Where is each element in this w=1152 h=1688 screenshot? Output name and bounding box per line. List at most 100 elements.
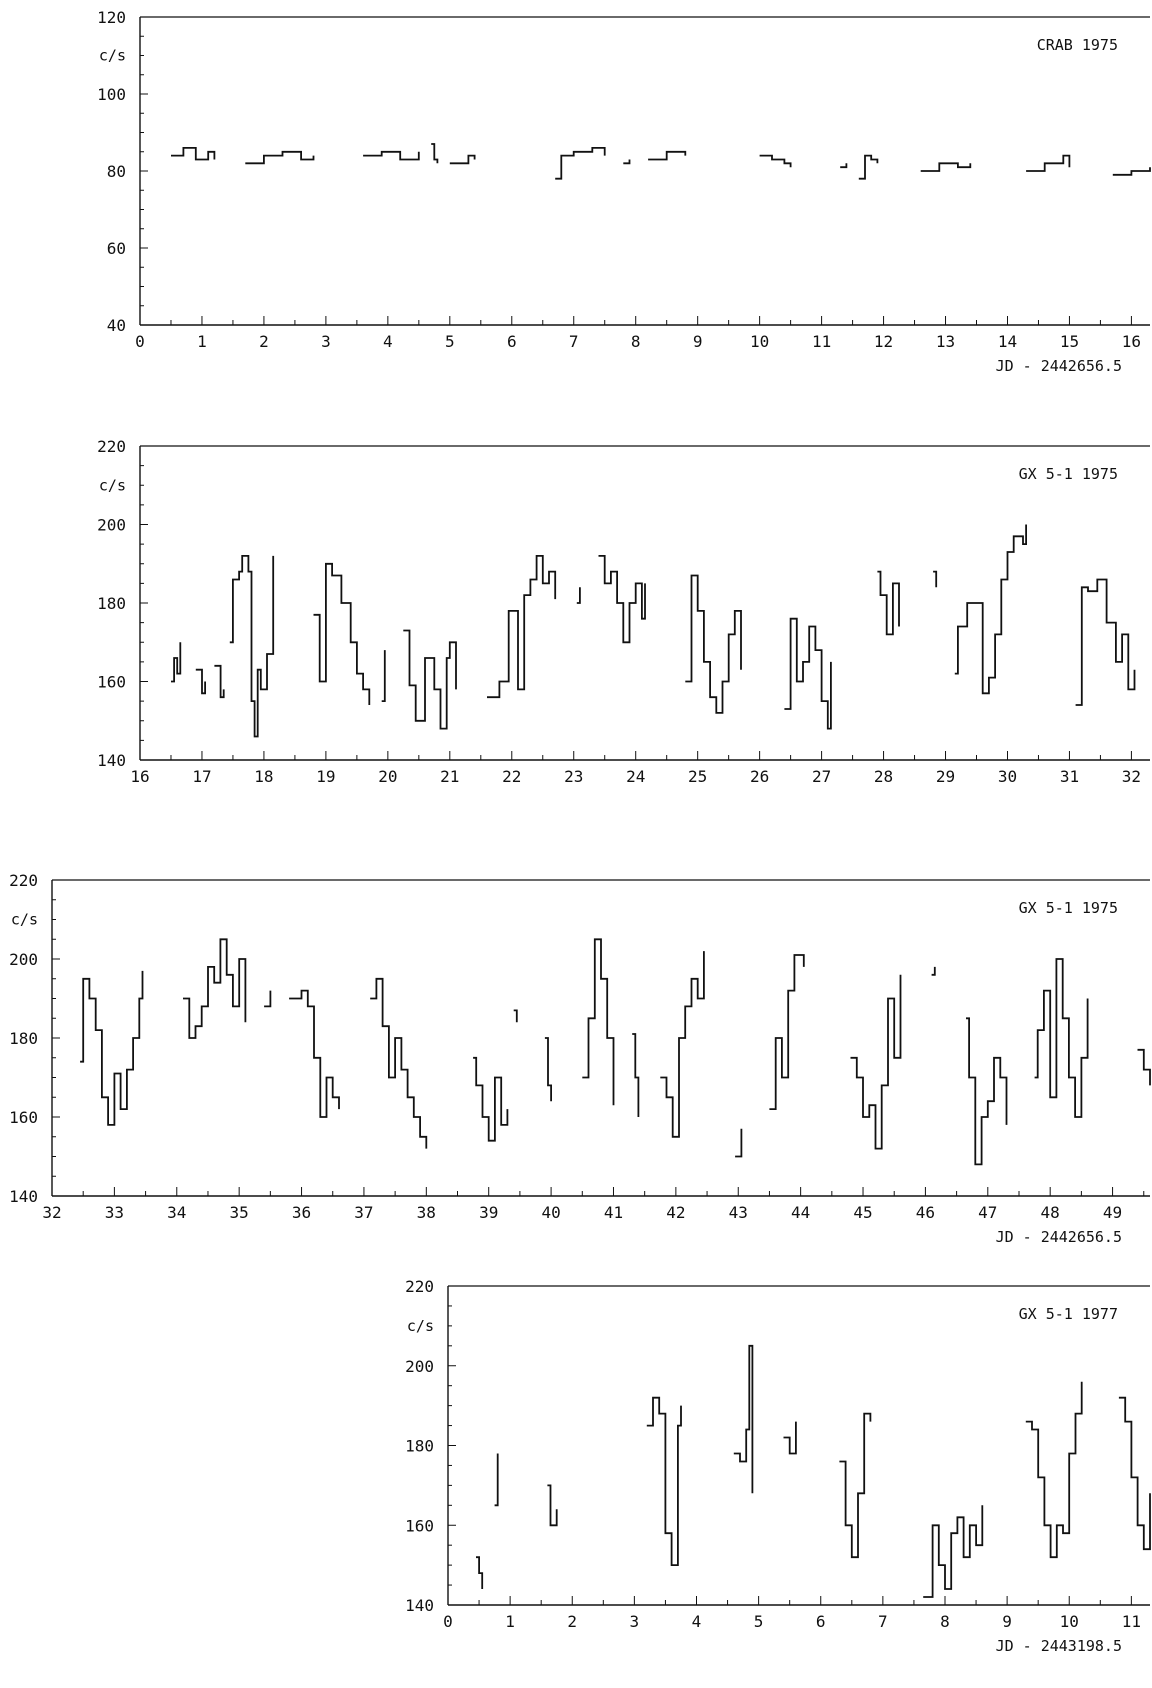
chart-3-x-tick-label: 36: [292, 1203, 311, 1222]
chart-1-x-tick-label: 7: [569, 332, 579, 351]
chart-4-x-tick-label: 8: [940, 1612, 950, 1631]
chart-4-x-tick-label: 10: [1060, 1612, 1079, 1631]
chart-4-series-segment-8: [923, 1505, 984, 1598]
chart-2-series-segment-13: [877, 570, 900, 636]
chart-4-x-tick-label: 4: [692, 1612, 702, 1631]
chart-4-x-tick-label: 6: [816, 1612, 826, 1631]
chart-2-x-tick-label: 25: [688, 767, 707, 786]
chart-1-y-tick-label: 100: [97, 85, 126, 104]
chart-2-y-tick-label: 180: [97, 594, 126, 613]
chart-2-series-segment-9: [576, 587, 581, 604]
chart-1-series-segment-10: [840, 163, 848, 169]
chart-1-x-tick-label: 8: [631, 332, 641, 351]
chart-4-x-axis-label: JD - 2443198.5: [996, 1637, 1122, 1655]
chart-3-y-tick-label: 140: [9, 1187, 38, 1206]
chart-3-series-segment-14: [850, 974, 902, 1150]
chart-2-y-tick-label: 220: [97, 437, 126, 456]
chart-1-x-tick-label: 10: [750, 332, 769, 351]
chart-1-x-tick-label: 3: [321, 332, 331, 351]
chart-1-series-segment-3: [363, 150, 420, 161]
chart-1-series-segment-2: [245, 150, 315, 165]
chart-2-x-tick-label: 18: [254, 767, 273, 786]
chart-3-x-tick-label: 39: [479, 1203, 498, 1222]
chart-3-x-tick-label: 32: [42, 1203, 61, 1222]
chart-2-x-tick-label: 16: [130, 767, 149, 786]
chart-2-y-tick-label: 200: [97, 516, 126, 535]
chart-2-x-tick-label: 17: [192, 767, 211, 786]
chart-4-x-tick-label: 1: [505, 1612, 515, 1631]
chart-3-x-tick-label: 49: [1103, 1203, 1122, 1222]
chart-2-x-tick-label: 29: [936, 767, 955, 786]
chart-1-y-tick-label: 80: [107, 162, 126, 181]
chart-2-x-tick-label: 19: [316, 767, 335, 786]
chart-4-series-segment-10: [1118, 1396, 1151, 1551]
chart-2-series-segment-1: [171, 642, 182, 683]
chart-4-series-segment-2: [494, 1453, 499, 1507]
chart-3-x-tick-label: 33: [105, 1203, 124, 1222]
chart-2-x-tick-label: 31: [1060, 767, 1079, 786]
chart-3-x-tick-label: 38: [417, 1203, 436, 1222]
chart-1-x-tick-label: 1: [197, 332, 207, 351]
chart-1-series-segment-12: [920, 162, 972, 172]
chart-2-x-tick-label: 21: [440, 767, 459, 786]
chart-2-x-tick-label: 20: [378, 767, 397, 786]
chart-3-x-tick-label: 44: [791, 1203, 810, 1222]
chart-1-x-tick-label: 4: [383, 332, 393, 351]
chart-2-x-tick-label: 32: [1122, 767, 1141, 786]
chart-1-x-tick-label: 11: [812, 332, 831, 351]
chart-3-series-segment-7: [513, 1009, 518, 1023]
chart-1-x-tick-label: 13: [936, 332, 955, 351]
chart-2-title: GX 5-1 1975: [1019, 465, 1118, 483]
chart-1-series-segment-6: [555, 147, 606, 180]
chart-2-x-tick-label: 27: [812, 767, 831, 786]
chart-1-x-tick-label: 2: [259, 332, 269, 351]
chart-3-x-tick-label: 34: [167, 1203, 186, 1222]
chart-4-title: GX 5-1 1977: [1019, 1305, 1118, 1323]
chart-2-x-tick-label: 30: [998, 767, 1017, 786]
chart-1-x-tick-label: 14: [998, 332, 1017, 351]
chart-1-x-tick-label: 5: [445, 332, 455, 351]
chart-3-title: GX 5-1 1975: [1019, 899, 1118, 917]
chart-4-x-tick-label: 7: [878, 1612, 888, 1631]
chart-2-series-segment-11: [685, 574, 742, 714]
chart-3-x-tick-label: 43: [729, 1203, 748, 1222]
chart-3-series-segment-15: [931, 966, 936, 976]
chart-4-x-tick-label: 5: [754, 1612, 764, 1631]
chart-2-y-tick-label: 140: [97, 751, 126, 770]
chart-3-y-axis-label: c/s: [11, 911, 38, 929]
chart-2-x-tick-label: 22: [502, 767, 521, 786]
chart-4-x-tick-label: 3: [630, 1612, 640, 1631]
chart-3-y-tick-label: 180: [9, 1029, 38, 1048]
chart-2-x-tick-label: 24: [626, 767, 645, 786]
chart-4-series-segment-3: [547, 1484, 558, 1527]
chart-3-series-segment-2: [183, 938, 247, 1039]
chart-3-x-tick-label: 37: [354, 1203, 373, 1222]
chart-4-series-segment-7: [839, 1412, 872, 1559]
chart-1-y-tick-label: 60: [107, 239, 126, 258]
chart-3-x-axis-label: JD - 2442656.5: [996, 1228, 1122, 1246]
chart-4-y-tick-label: 140: [405, 1596, 434, 1615]
chart-3-x-tick-label: 40: [541, 1203, 560, 1222]
chart-3-series-segment-10: [632, 1033, 640, 1117]
chart-1-series-segment-4: [431, 143, 439, 164]
chart-3-x-tick-label: 41: [604, 1203, 623, 1222]
chart-1-series-segment-5: [449, 154, 476, 165]
chart-4-y-tick-label: 200: [405, 1357, 434, 1376]
chart-2-series-segment-4: [229, 555, 275, 738]
chart-2-series-segment-12: [784, 617, 832, 730]
chart-2-y-tick-label: 160: [97, 673, 126, 692]
chart-3-x-tick-label: 35: [230, 1203, 249, 1222]
chart-2-series-segment-14: [933, 570, 938, 588]
chart-3-series-segment-1: [80, 970, 144, 1126]
chart-4-series-segment-4: [646, 1396, 682, 1566]
chart-4-x-tick-label: 11: [1122, 1612, 1141, 1631]
chart-3-series-segment-9: [582, 938, 615, 1106]
chart-2-series-segment-3: [214, 664, 225, 699]
chart-1-x-tick-label: 12: [874, 332, 893, 351]
chart-2-series-segment-7: [403, 629, 457, 730]
chart-1-series-segment-9: [759, 154, 792, 168]
chart-1-y-tick-label: 40: [107, 316, 126, 335]
chart-3-y-tick-label: 200: [9, 950, 38, 969]
chart-4-y-axis-label: c/s: [407, 1317, 434, 1335]
